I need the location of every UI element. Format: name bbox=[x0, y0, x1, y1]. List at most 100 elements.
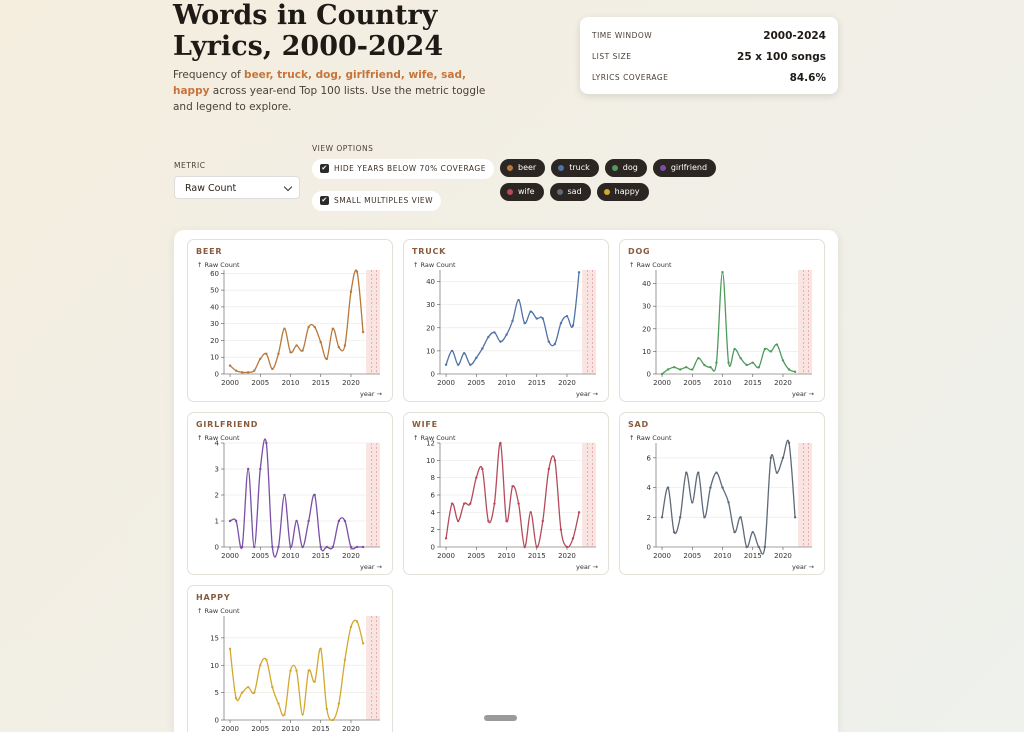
data-point bbox=[781, 456, 785, 460]
data-point bbox=[541, 317, 544, 320]
data-point bbox=[343, 344, 347, 347]
data-point bbox=[289, 350, 292, 354]
data-point bbox=[547, 467, 551, 471]
metric-select[interactable]: Raw Count bbox=[174, 176, 300, 199]
legend-chip[interactable]: dog bbox=[604, 159, 647, 177]
data-point bbox=[289, 545, 292, 549]
data-point bbox=[751, 361, 754, 364]
data-point bbox=[301, 545, 304, 549]
stat-label: LIST SIZE bbox=[592, 52, 632, 61]
data-point bbox=[259, 357, 262, 361]
x-axis-label: year → bbox=[792, 390, 815, 398]
y-tick-label: 0 bbox=[647, 544, 651, 552]
data-point bbox=[234, 696, 238, 700]
x-tick-label: 2015 bbox=[528, 552, 546, 560]
x-tick-label: 2010 bbox=[714, 379, 732, 387]
data-point bbox=[678, 368, 682, 371]
data-point bbox=[361, 545, 365, 549]
data-point bbox=[535, 545, 538, 549]
data-point bbox=[240, 691, 244, 694]
data-point bbox=[751, 530, 754, 534]
legend-swatch bbox=[558, 165, 565, 171]
data-point bbox=[462, 352, 466, 355]
data-point bbox=[325, 357, 328, 361]
low-coverage-band bbox=[582, 270, 596, 374]
data-point bbox=[678, 516, 682, 519]
data-point bbox=[672, 530, 676, 534]
x-tick-label: 2015 bbox=[744, 552, 762, 560]
data-point bbox=[660, 516, 664, 519]
legend-chip[interactable]: girlfriend bbox=[652, 159, 717, 177]
y-tick-label: 0 bbox=[431, 371, 435, 379]
legend-label: sad bbox=[567, 187, 582, 196]
data-point bbox=[228, 647, 232, 651]
data-point bbox=[307, 519, 310, 523]
x-tick-label: 2020 bbox=[774, 379, 792, 387]
y-tick-label: 0 bbox=[215, 544, 219, 552]
data-point bbox=[721, 271, 724, 274]
y-tick-label: 40 bbox=[426, 278, 435, 286]
legend-chip[interactable]: happy bbox=[596, 183, 649, 201]
coverage-checkbox[interactable]: HIDE YEARS BELOW 70% COVERAGE bbox=[312, 159, 494, 179]
data-point bbox=[283, 713, 286, 716]
data-point bbox=[259, 467, 262, 471]
data-point bbox=[787, 368, 791, 371]
data-point bbox=[565, 315, 569, 318]
y-tick-label: 20 bbox=[210, 337, 219, 345]
data-point bbox=[295, 669, 298, 672]
y-tick-label: 1 bbox=[215, 518, 219, 526]
stat-row: LIST SIZE 25 x 100 songs bbox=[592, 46, 826, 67]
data-point bbox=[685, 471, 688, 474]
legend-chip[interactable]: wife bbox=[500, 183, 544, 201]
data-point bbox=[355, 620, 359, 623]
x-tick-label: 2020 bbox=[342, 725, 360, 732]
y-tick-label: 40 bbox=[210, 303, 219, 311]
x-tick-label: 2015 bbox=[312, 725, 330, 732]
data-point bbox=[337, 345, 341, 349]
y-tick-label: 4 bbox=[647, 484, 652, 492]
y-tick-label: 20 bbox=[642, 325, 651, 333]
x-tick-label: 2005 bbox=[251, 725, 269, 732]
series-line bbox=[661, 439, 796, 555]
data-point bbox=[450, 349, 454, 353]
legend-chip[interactable]: sad bbox=[549, 183, 591, 201]
data-point bbox=[757, 366, 760, 369]
subtitle-text: Frequency of bbox=[173, 69, 245, 81]
legend-swatch bbox=[611, 165, 618, 171]
data-point bbox=[301, 713, 304, 716]
data-point bbox=[697, 356, 700, 360]
data-point bbox=[559, 528, 563, 531]
data-point bbox=[259, 664, 262, 667]
data-point bbox=[577, 271, 581, 274]
subtitle-text: across year-end Top 100 lists. Use the m… bbox=[173, 85, 486, 113]
y-tick-label: 20 bbox=[426, 324, 435, 332]
data-point bbox=[444, 363, 448, 366]
data-point bbox=[228, 519, 232, 523]
data-point bbox=[361, 330, 365, 334]
data-point bbox=[313, 680, 316, 683]
small-multiples-checkbox[interactable]: SMALL MULTIPLES VIEW bbox=[312, 191, 442, 211]
chart: SAD ↑ Raw Count 0 2 4 6 2000 2005 2010 2015 2020ye… bbox=[628, 420, 815, 571]
x-tick-label: 2015 bbox=[312, 379, 330, 387]
legend-chip[interactable]: beer bbox=[500, 159, 546, 177]
legend-chip[interactable]: truck bbox=[551, 159, 599, 177]
data-point bbox=[769, 350, 773, 353]
data-point bbox=[265, 441, 268, 445]
legend-label: truck bbox=[569, 163, 590, 172]
x-tick-label: 2005 bbox=[467, 379, 485, 387]
data-point bbox=[487, 519, 490, 523]
data-point bbox=[307, 669, 310, 672]
data-point bbox=[559, 321, 563, 325]
data-point bbox=[535, 317, 538, 320]
y-tick-label: 5 bbox=[215, 689, 219, 697]
data-point bbox=[523, 321, 526, 325]
x-tick-label: 2005 bbox=[467, 552, 485, 560]
data-point bbox=[246, 371, 250, 374]
low-coverage-band bbox=[366, 616, 380, 720]
series-line bbox=[661, 271, 796, 375]
x-axis-label: year → bbox=[576, 563, 599, 571]
data-point bbox=[517, 502, 520, 505]
legend-swatch bbox=[603, 189, 610, 195]
x-tick-label: 2015 bbox=[744, 379, 762, 387]
